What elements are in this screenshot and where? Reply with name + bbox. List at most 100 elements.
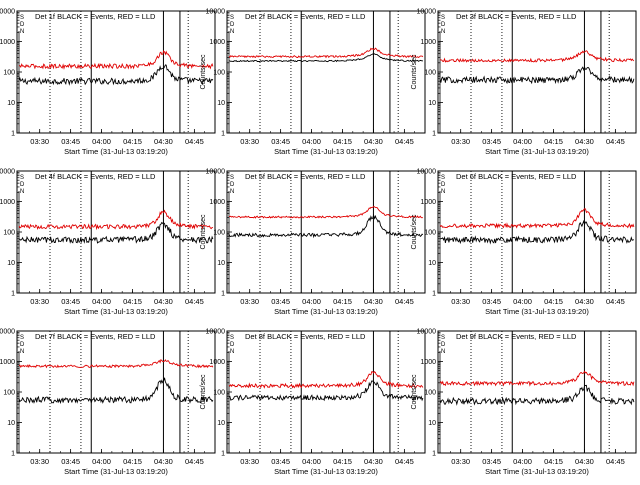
y-tick-label: 1 xyxy=(221,451,225,458)
y-tick-label: 1000 xyxy=(0,39,15,46)
y-tick-label: 10 xyxy=(217,260,225,267)
plot-frame xyxy=(16,10,216,134)
corner-mark: S xyxy=(20,175,24,181)
x-tick-label: 03:45 xyxy=(271,137,290,146)
y-axis-label: Counts/sec xyxy=(411,214,418,250)
y-tick-label: 10 xyxy=(7,420,15,427)
y-tick-label: 10 xyxy=(7,260,15,267)
x-tick-label: 04:30 xyxy=(575,457,594,466)
panel-title: Det 8f BLACK = Events, RED = LLD xyxy=(245,332,366,341)
y-tick-label: 1000 xyxy=(0,359,15,366)
x-tick-label: 04:45 xyxy=(185,457,204,466)
corner-mark: N xyxy=(20,29,24,35)
x-tick-label: 04:00 xyxy=(302,297,321,306)
x-tick-label: 03:30 xyxy=(30,297,49,306)
corner-mark: S xyxy=(230,15,234,21)
corner-mark: S xyxy=(20,15,24,21)
x-tick-label: 04:45 xyxy=(395,457,414,466)
plot-frame xyxy=(226,330,426,454)
y-tick-label: 1 xyxy=(11,291,15,298)
panel-det-1: Det 1f BLACK = Events, RED = LLD SDN 1 10 10… xyxy=(0,9,216,156)
x-tick-label: 03:30 xyxy=(451,297,470,306)
plot-frame xyxy=(437,10,637,134)
y-tick-label: 10000 xyxy=(206,169,226,176)
y-tick-label: 1 xyxy=(221,291,225,298)
x-tick-label: 03:30 xyxy=(30,137,49,146)
y-tick-label: 10000 xyxy=(417,9,437,16)
x-axis-label: Start Time (31-Jul-13 03:19:20) xyxy=(64,467,168,476)
x-tick-label: 03:30 xyxy=(451,137,470,146)
panel-title: Det 6f BLACK = Events, RED = LLD xyxy=(456,172,577,181)
corner-mark: S xyxy=(20,335,24,341)
corner-mark: D xyxy=(20,342,25,348)
corner-mark: D xyxy=(230,342,235,348)
plot-frame xyxy=(16,330,216,454)
corner-mark: S xyxy=(441,175,445,181)
x-tick-label: 04:45 xyxy=(395,137,414,146)
corner-mark: N xyxy=(441,349,445,355)
y-tick-label: 1 xyxy=(432,291,436,298)
y-tick-label: 10 xyxy=(428,100,436,107)
x-tick-label: 03:45 xyxy=(61,297,80,306)
panel-det-8: Det 8f BLACK = Events, RED = LLD SDN 1 10 10… xyxy=(200,329,426,476)
x-axis-label: Start Time (31-Jul-13 03:19:20) xyxy=(485,467,589,476)
corner-mark: S xyxy=(230,175,234,181)
series-lld-line xyxy=(18,209,213,231)
x-tick-label: 03:30 xyxy=(240,297,259,306)
x-axis-label: Start Time (31-Jul-13 03:19:20) xyxy=(274,307,378,316)
x-tick-label: 04:45 xyxy=(185,137,204,146)
x-axis-label: Start Time (31-Jul-13 03:19:20) xyxy=(274,467,378,476)
y-tick-label: 10000 xyxy=(0,329,15,336)
y-tick-label: 10 xyxy=(217,420,225,427)
x-tick-label: 04:30 xyxy=(575,297,594,306)
corner-mark: S xyxy=(230,335,234,341)
y-tick-label: 100 xyxy=(3,70,15,77)
x-tick-label: 04:15 xyxy=(544,457,563,466)
x-tick-label: 03:45 xyxy=(482,457,501,466)
plot-frame xyxy=(16,170,216,294)
x-tick-label: 04:30 xyxy=(154,457,173,466)
x-axis-label: Start Time (31-Jul-13 03:19:20) xyxy=(64,307,168,316)
panel-det-9: Det 9f BLACK = Events, RED = LLD SDN 1 10 10… xyxy=(411,329,637,476)
series-lld-line xyxy=(439,208,635,229)
y-tick-label: 1000 xyxy=(420,39,436,46)
x-tick-label: 04:15 xyxy=(333,297,352,306)
x-axis-label: Start Time (31-Jul-13 03:19:20) xyxy=(485,147,589,156)
corner-mark: N xyxy=(441,189,445,195)
y-tick-label: 1 xyxy=(221,131,225,138)
corner-mark: D xyxy=(441,342,446,348)
y-tick-label: 1000 xyxy=(209,39,225,46)
y-tick-label: 10000 xyxy=(206,9,226,16)
corner-mark: S xyxy=(441,15,445,21)
y-tick-label: 10 xyxy=(217,100,225,107)
corner-mark: S xyxy=(441,335,445,341)
x-tick-label: 04:15 xyxy=(544,297,563,306)
panel-det-4: Det 4f BLACK = Events, RED = LLD SDN 1 10 10… xyxy=(0,169,216,316)
series-lld-line xyxy=(228,371,424,389)
panel-det-5: Det 5f BLACK = Events, RED = LLD SDN 1 10 10… xyxy=(200,169,426,316)
x-tick-label: 04:00 xyxy=(92,297,111,306)
corner-mark: D xyxy=(20,22,25,28)
panel-title: Det 1f BLACK = Events, RED = LLD xyxy=(35,12,156,21)
x-tick-label: 04:45 xyxy=(185,297,204,306)
plot-frame xyxy=(226,170,426,294)
series-events-line xyxy=(18,64,214,86)
x-tick-label: 04:15 xyxy=(123,137,142,146)
corner-mark: D xyxy=(230,22,235,28)
y-tick-label: 100 xyxy=(424,70,436,77)
x-tick-label: 04:15 xyxy=(544,137,563,146)
y-tick-label: 1 xyxy=(432,451,436,458)
series-events-line xyxy=(439,384,635,406)
plot-frame xyxy=(437,330,637,454)
panel-title: Det 7f BLACK = Events, RED = LLD xyxy=(35,332,156,341)
series-events-line xyxy=(18,377,214,405)
y-tick-label: 1000 xyxy=(209,359,225,366)
x-tick-label: 03:45 xyxy=(482,137,501,146)
x-tick-label: 04:15 xyxy=(333,457,352,466)
y-tick-label: 1000 xyxy=(420,359,436,366)
corner-mark: D xyxy=(441,22,446,28)
series-lld-line xyxy=(439,50,635,63)
series-lld-line xyxy=(19,50,214,70)
corner-mark: N xyxy=(20,349,24,355)
